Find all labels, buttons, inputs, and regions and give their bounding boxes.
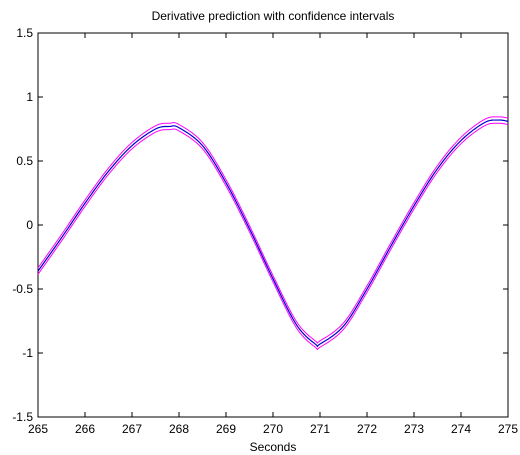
x-tick-label: 268 xyxy=(169,422,189,436)
derivative-prediction-line xyxy=(37,119,509,348)
x-tick-label: 272 xyxy=(357,422,377,436)
series-group xyxy=(37,116,509,351)
y-tick-label: -1.5 xyxy=(12,410,33,424)
x-tick-label: 275 xyxy=(498,422,518,436)
y-tick-label: 0 xyxy=(26,218,33,232)
x-tick-label: 270 xyxy=(263,422,283,436)
chart-title: Derivative prediction with confidence in… xyxy=(152,9,395,23)
x-tick-label: 266 xyxy=(75,422,95,436)
y-tick-label: -1 xyxy=(22,346,33,360)
y-tick-label: 1.5 xyxy=(16,26,33,40)
x-tick-label: 267 xyxy=(122,422,142,436)
x-tick-label: 265 xyxy=(28,422,48,436)
y-tick-label: 1 xyxy=(26,90,33,104)
x-tick-label: 271 xyxy=(310,422,330,436)
y-tick-label: 0.5 xyxy=(16,154,33,168)
x-axis-label: Seconds xyxy=(250,440,297,454)
x-tick-label: 274 xyxy=(451,422,471,436)
x-tick-label: 273 xyxy=(404,422,424,436)
axis-ticks xyxy=(37,32,509,418)
upper-confidence-line xyxy=(37,116,509,344)
lower-confidence-line xyxy=(37,122,509,351)
x-tick-label: 269 xyxy=(216,422,236,436)
plot-frame xyxy=(37,32,509,418)
y-tick-label: -0.5 xyxy=(12,282,33,296)
axis-tick-labels: 265 266 267 268 269 270 271 272 273 274 275 -1.5 -1 -… xyxy=(12,26,518,436)
